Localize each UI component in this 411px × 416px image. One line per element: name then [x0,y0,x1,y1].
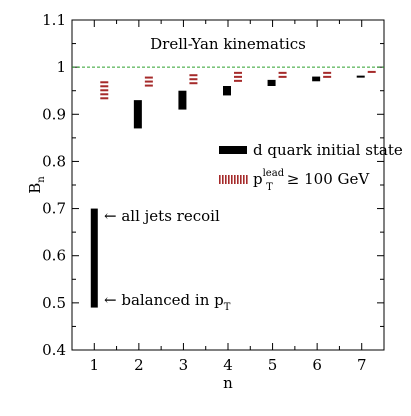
legend-dashed-stripe [222,175,224,184]
y-tick-label: 0.8 [42,152,66,170]
x-tick-label: 3 [179,356,189,374]
bar-pt-lead-stripe [144,80,153,83]
bar-pt-lead-stripe [234,75,242,78]
annotation-balanced-sub: T [224,302,231,313]
bar-pt-lead [278,71,287,78]
bar-pt-lead-stripe [144,84,153,87]
annotation-balanced-main: ← balanced in p [104,291,224,309]
y-tick-label: 0.4 [42,341,66,359]
y-axis-label-group: Bn [26,176,47,194]
bar-pt-lead-stripe [100,81,109,84]
bar-d-quark [178,90,187,110]
bar-pt-lead [367,70,376,73]
bar-pt-lead-stripe [323,71,332,74]
bar-pt-lead [323,71,332,78]
x-tick-label: 2 [134,356,144,374]
bar-pt-lead [234,71,242,82]
x-tick-label: 5 [268,356,278,374]
bar-pt-lead-stripe [100,85,109,88]
legend-dashed-stripe [240,175,242,184]
bar-d-quark [223,86,231,96]
bar-pt-lead-stripe [234,79,242,82]
y-tick-label: 0.5 [42,294,66,312]
bar-pt-lead-stripe [367,70,376,73]
legend-swatch-dashed [219,175,248,184]
x-tick-label: 6 [312,356,322,374]
bar-pt-lead-stripe [189,78,198,81]
bars-group [90,70,376,308]
bar-pt-lead-stripe [100,89,109,92]
bar-pt-lead-stripe [278,71,287,74]
legend-pt-main: p [253,170,263,188]
bar-d-quark [133,100,142,129]
bar-pt-lead-stripe [100,97,109,100]
legend-pt-rest: ≥ 100 GeV [287,170,371,188]
bar-pt-lead-stripe [100,93,109,96]
legend-dashed-stripe [243,175,245,184]
x-tick-label: 4 [223,356,233,374]
bar-pt-lead-stripe [189,74,198,77]
legend-pt-sup: lead [263,168,285,179]
legend-dashed-stripe [225,175,227,184]
legend-label-pt-lead: plead T ≥ 100 GeV [253,168,370,193]
x-axis-label: n [223,374,233,392]
x-tick-label: 7 [357,356,367,374]
bar-pt-lead-stripe [144,76,153,79]
bar-pt-lead-stripe [278,75,287,78]
bar-pt-lead-stripe [323,75,332,78]
legend-dashed-stripe [228,175,230,184]
legend-dashed-stripe [231,175,233,184]
legend-dashed-stripe [237,175,239,184]
y-tick-label: 1.1 [42,11,66,29]
bar-d-quark [90,208,98,308]
bar-d-quark [267,79,276,86]
legend-swatch-solid [219,146,247,154]
legend-dashed-stripe [234,175,236,184]
ticks-group: 0.4 0.5 0.6 0.7 0.8 0.9 1 1.1 1 2 3 4 5 6 7 [42,11,384,374]
bar-pt-lead [144,76,153,87]
y-tick-label: 0.6 [42,247,66,265]
legend-dashed-stripe [219,175,221,184]
annotation-all-jets-recoil: ← all jets recoil [104,207,220,225]
chart-title: Drell-Yan kinematics [150,35,306,53]
bar-d-quark [312,76,321,82]
y-axis-label: Bn [26,176,47,194]
y-tick-label: 0.7 [42,200,66,218]
legend-pt-sub: T [266,182,273,193]
x-tick-label: 1 [90,356,100,374]
y-tick-label: 1 [56,58,66,76]
bar-pt-lead [189,74,198,85]
legend-label-d-quark: d quark initial state [253,141,403,159]
bar-pt-lead-stripe [234,71,242,74]
y-axis-label-sub: n [36,176,47,183]
bar-pt-lead-stripe [189,82,198,85]
legend-dashed-stripe [246,175,248,184]
bar-pt-lead [100,81,109,100]
y-axis-label-main: B [26,183,44,194]
y-tick-label: 0.9 [42,105,66,123]
bar-d-quark [356,75,365,78]
annotation-balanced-pt: ← balanced in pT [104,291,231,313]
